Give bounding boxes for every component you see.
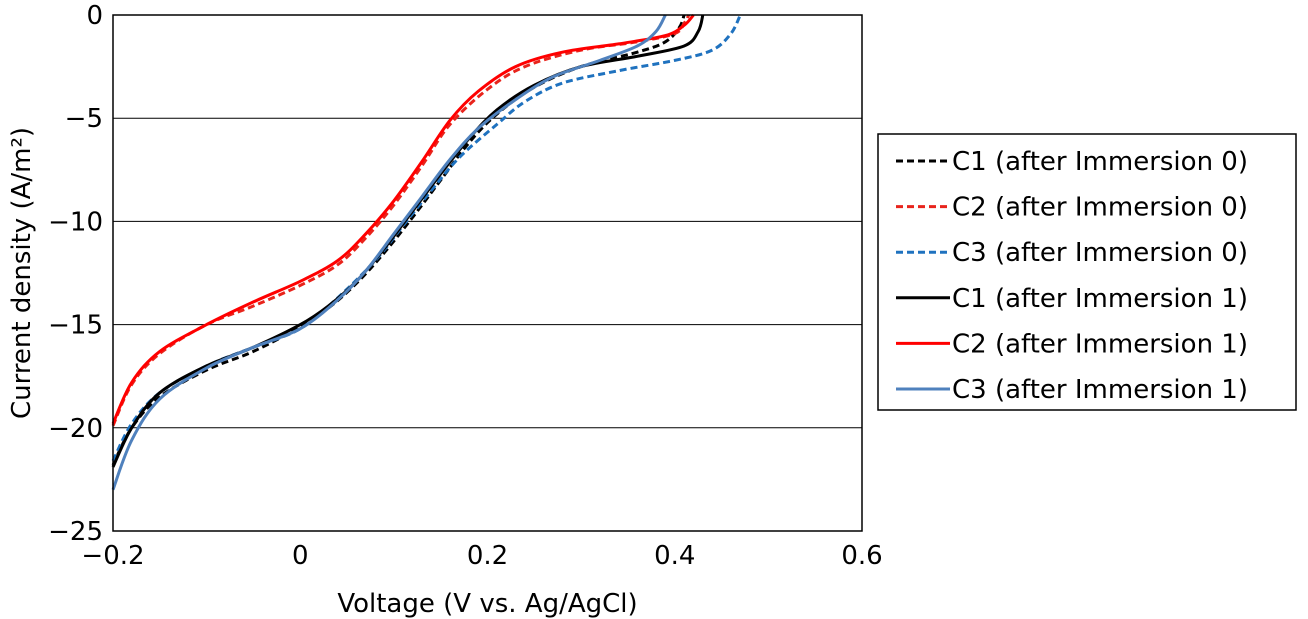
plot-area-frame — [112, 14, 863, 532]
legend-label-3: C3 (after Immersion 0) — [952, 238, 1248, 268]
y-tick-label: −20 — [48, 414, 103, 444]
series-line-1 — [111, 14, 686, 466]
x-tick-label: 0.4 — [654, 541, 695, 571]
y-tick-label: −25 — [48, 517, 103, 547]
legend-label-2: C2 (after Immersion 0) — [952, 193, 1248, 223]
x-tick-label: 0.6 — [841, 541, 882, 571]
series-line-2 — [111, 14, 691, 427]
y-tick-label: −5 — [65, 104, 103, 134]
series-line-5 — [111, 13, 695, 425]
legend-label-1: C1 (after Immersion 0) — [952, 147, 1248, 177]
legend-label-6: C3 (after Immersion 1) — [952, 375, 1248, 405]
series-line-3 — [111, 14, 742, 462]
legend-box — [877, 133, 1297, 411]
legend-label-5: C2 (after Immersion 1) — [952, 329, 1248, 359]
x-tick-label: 0.2 — [467, 541, 508, 571]
y-tick-label: −10 — [48, 207, 103, 237]
y-axis-tick-labels: 0 −5 −10 −15 −20 −25 — [48, 1, 103, 547]
x-axis-title: Voltage (V vs. Ag/AgCl) — [337, 589, 637, 619]
grid-lines — [113, 117, 862, 429]
x-tick-label: −0.2 — [81, 541, 144, 571]
x-axis-tick-labels: −0.2 0 0.2 0.4 0.6 — [81, 541, 882, 571]
legend-label-4: C1 (after Immersion 1) — [952, 284, 1248, 314]
y-tick-label: −15 — [48, 311, 103, 341]
y-tick-label: 0 — [86, 1, 103, 31]
series-line-4 — [111, 14, 705, 468]
x-tick-label: 0 — [292, 541, 309, 571]
series-line-6 — [111, 14, 667, 491]
series-layer — [111, 13, 742, 491]
legend: C1 (after Immersion 0) C2 (after Immersio… — [877, 133, 1297, 411]
y-axis-title: Current density (A/m²) — [7, 127, 37, 419]
